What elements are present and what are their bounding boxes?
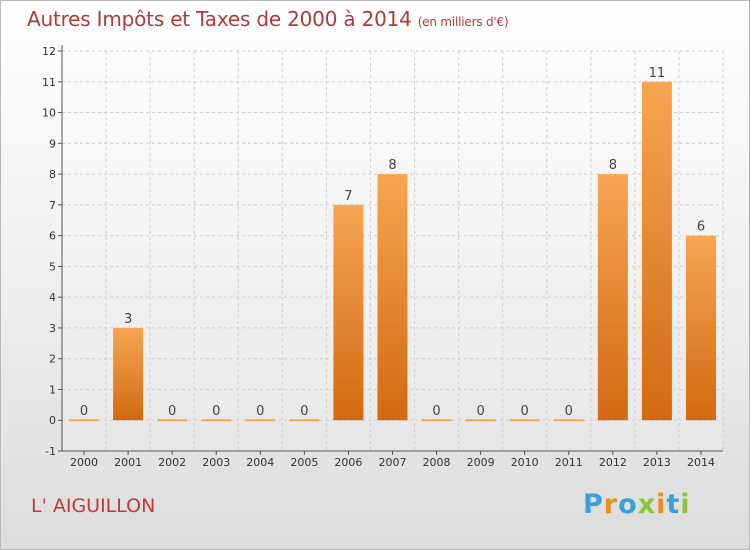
bar bbox=[553, 419, 584, 422]
bar-value-label: 8 bbox=[609, 158, 617, 173]
chart-subtitle: (en milliers d'€) bbox=[417, 15, 509, 29]
y-tick-label: 11 bbox=[42, 76, 56, 89]
bar-value-label: 0 bbox=[80, 404, 88, 419]
brand-letter: x bbox=[637, 489, 657, 520]
bar-value-label: 8 bbox=[388, 158, 396, 173]
x-tick-label: 2010 bbox=[511, 456, 539, 469]
y-tick-label: 8 bbox=[49, 168, 56, 181]
bar-value-label: 0 bbox=[521, 404, 529, 419]
bar-value-label: 0 bbox=[565, 404, 573, 419]
bar bbox=[157, 419, 188, 422]
bar-value-label: 0 bbox=[256, 404, 264, 419]
bar bbox=[245, 419, 276, 422]
brand-letter: r bbox=[603, 489, 619, 520]
y-tick-label: 2 bbox=[49, 353, 56, 366]
y-tick-label: 6 bbox=[49, 230, 56, 243]
x-tick-label: 2002 bbox=[158, 456, 186, 469]
brand-letter: P bbox=[583, 489, 604, 520]
bar bbox=[333, 204, 364, 421]
y-tick-label: 4 bbox=[49, 291, 56, 304]
x-tick-label: 2011 bbox=[555, 456, 583, 469]
chart-title: Autres Impôts et Taxes de 2000 à 2014 (en… bbox=[27, 7, 509, 31]
y-tick-label: 10 bbox=[42, 107, 56, 120]
x-tick-label: 2009 bbox=[467, 456, 495, 469]
bar bbox=[113, 327, 144, 421]
x-tick-label: 2000 bbox=[70, 456, 98, 469]
y-tick-label: 9 bbox=[49, 137, 56, 150]
bar-value-label: 0 bbox=[432, 404, 440, 419]
x-tick-label: 2003 bbox=[202, 456, 230, 469]
bar bbox=[597, 174, 628, 421]
brand-letter: i bbox=[656, 489, 667, 520]
bar bbox=[201, 419, 232, 422]
bar bbox=[289, 419, 320, 422]
x-tick-label: 2008 bbox=[423, 456, 451, 469]
y-tick-label: -1 bbox=[45, 445, 56, 458]
bar-value-label: 3 bbox=[124, 312, 132, 327]
brand-letter: o bbox=[618, 489, 638, 520]
bar bbox=[509, 419, 540, 422]
brand-letter: i bbox=[680, 489, 691, 520]
brand-logo: Proxiti bbox=[583, 489, 691, 520]
y-tick-label: 7 bbox=[49, 199, 56, 212]
y-tick-label: 1 bbox=[49, 383, 56, 396]
x-tick-label: 2006 bbox=[334, 456, 362, 469]
y-tick-label: 5 bbox=[49, 260, 56, 273]
x-tick-label: 2012 bbox=[599, 456, 627, 469]
bar-value-label: 7 bbox=[344, 189, 352, 204]
bar bbox=[641, 81, 672, 421]
y-tick-label: 12 bbox=[42, 45, 56, 58]
city-name: L' AIGUILLON bbox=[31, 495, 156, 517]
x-tick-label: 2001 bbox=[114, 456, 142, 469]
bar-value-label: 0 bbox=[300, 404, 308, 419]
y-tick-label: 0 bbox=[49, 414, 56, 427]
x-tick-label: 2013 bbox=[643, 456, 671, 469]
bar bbox=[685, 235, 716, 421]
x-tick-label: 2004 bbox=[246, 456, 274, 469]
bar-value-label: 0 bbox=[212, 404, 220, 419]
x-tick-label: 2007 bbox=[379, 456, 407, 469]
bar-value-label: 0 bbox=[168, 404, 176, 419]
bar bbox=[465, 419, 496, 422]
y-tick-label: 3 bbox=[49, 322, 56, 335]
brand-letter: t bbox=[666, 489, 681, 520]
bar bbox=[421, 419, 452, 422]
bar-value-label: 0 bbox=[476, 404, 484, 419]
bar bbox=[377, 174, 408, 421]
bar-value-label: 6 bbox=[697, 220, 705, 235]
x-tick-label: 2014 bbox=[687, 456, 715, 469]
chart-title-text: Autres Impôts et Taxes de 2000 à 2014 bbox=[27, 7, 412, 31]
bar bbox=[69, 419, 100, 422]
x-tick-label: 2005 bbox=[290, 456, 318, 469]
bar-value-label: 11 bbox=[649, 66, 666, 81]
